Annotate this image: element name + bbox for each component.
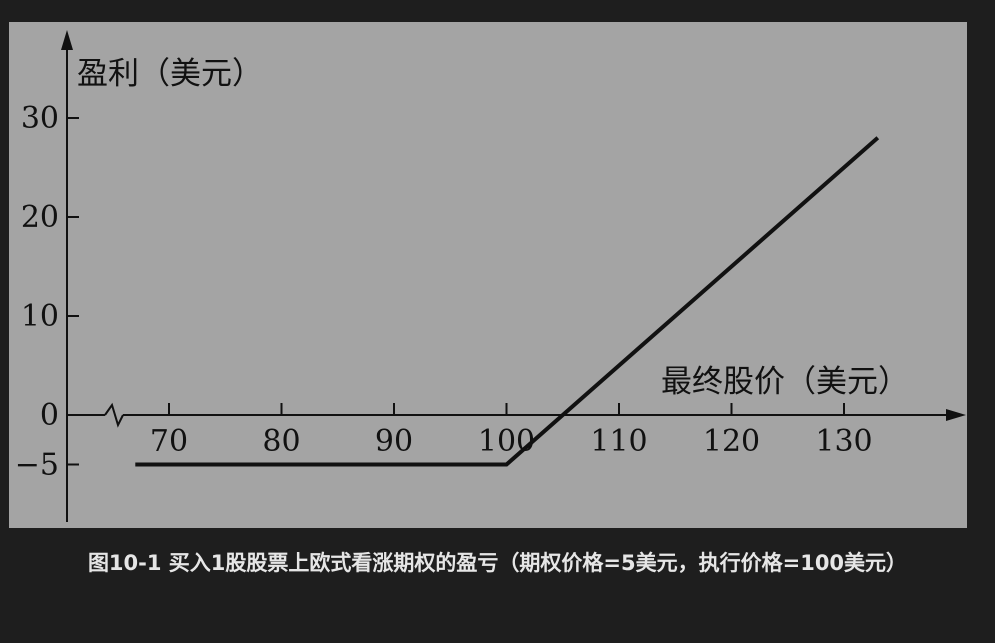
y-tick-label: 0 (40, 398, 59, 433)
x-tick-label: 100 (478, 424, 535, 459)
x-axis-arrow (946, 409, 966, 421)
figure-caption: 图10-1 买入1股股票上欧式看涨期权的盈亏（期权价格=5美元，执行价格=100… (87, 551, 908, 575)
x-axis-title: 最终股价（美元） (661, 364, 909, 400)
x-tick-label: 70 (150, 424, 188, 459)
x-ticks: 70 80 90 100 110 120 130 (150, 403, 873, 459)
chart-figure: 30 20 10 0 −5 70 80 90 100 110 120 130 盈利（美元） 最终股价… (9, 22, 967, 528)
x-tick-label: 80 (262, 424, 300, 459)
x-tick-label: 130 (815, 424, 872, 459)
y-tick-label: 20 (21, 200, 59, 235)
y-axis-arrow (61, 30, 73, 50)
y-ticks: 30 20 10 0 −5 (15, 101, 79, 483)
x-axis-break (104, 402, 124, 428)
y-tick-label: 30 (21, 101, 59, 136)
series-line (135, 136, 880, 467)
y-tick-label: 10 (21, 299, 59, 334)
x-tick-label: 120 (703, 424, 760, 459)
y-axis-title: 盈利（美元） (77, 56, 263, 92)
y-tick-label: −5 (15, 448, 59, 483)
x-tick-label: 90 (375, 424, 413, 459)
x-tick-label: 110 (590, 424, 647, 459)
